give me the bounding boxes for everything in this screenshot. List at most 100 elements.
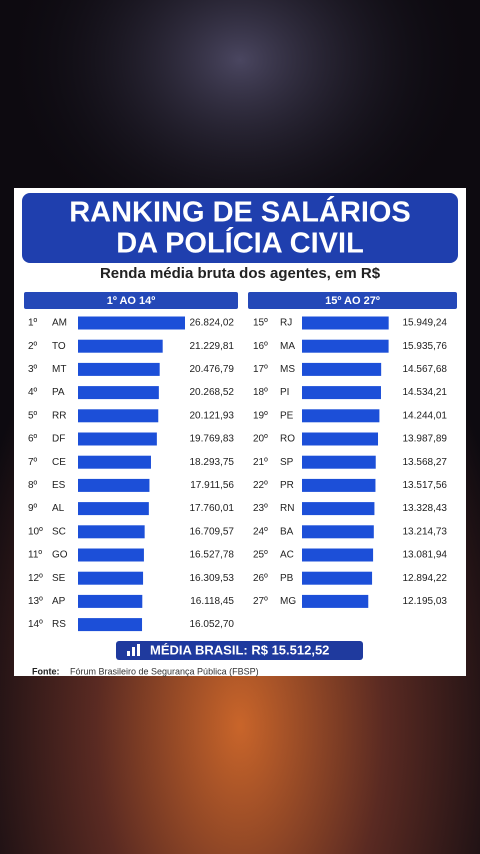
value-label: 20.268,52 xyxy=(190,387,235,398)
value-label: 12.195,03 xyxy=(403,596,448,607)
bar xyxy=(78,386,159,400)
bar xyxy=(78,478,150,492)
state: MG xyxy=(280,596,296,607)
rank: 21º xyxy=(253,457,268,468)
bar xyxy=(302,386,381,400)
value-label: 16.709,57 xyxy=(190,526,235,537)
value-label: 17.760,01 xyxy=(190,503,235,514)
rank: 23º xyxy=(253,503,268,514)
rank: 12º xyxy=(28,573,43,584)
bar xyxy=(78,571,144,585)
state: BA xyxy=(280,526,294,537)
value-label: 15.935,76 xyxy=(403,341,448,352)
value-label: 18.293,75 xyxy=(190,457,235,468)
panel-title: 15º AO 27º xyxy=(325,295,380,307)
state: GO xyxy=(52,550,68,561)
bar xyxy=(302,339,389,353)
bar xyxy=(78,618,143,632)
rank: 7º xyxy=(28,457,38,468)
state: SC xyxy=(52,526,66,537)
rank: 8º xyxy=(28,480,38,491)
value-label: 13.517,56 xyxy=(403,480,448,491)
bar xyxy=(302,432,379,446)
rank: 22º xyxy=(253,480,268,491)
state: PR xyxy=(280,480,294,491)
value-label: 13.214,73 xyxy=(403,526,448,537)
state: PA xyxy=(52,387,65,398)
value-label: 14.244,01 xyxy=(403,410,448,421)
rank: 4º xyxy=(28,387,38,398)
value-label: 15.949,24 xyxy=(403,318,448,329)
rank: 13º xyxy=(28,596,43,607)
bar xyxy=(78,409,159,423)
rank: 25º xyxy=(253,550,268,561)
value-label: 16.052,70 xyxy=(190,619,235,630)
rank: 24º xyxy=(253,526,268,537)
rank: 3º xyxy=(28,364,38,375)
state: CE xyxy=(52,457,66,468)
rank: 2º xyxy=(28,341,38,352)
value-label: 20.121,93 xyxy=(190,410,235,421)
value-label: 12.894,22 xyxy=(403,573,448,584)
value-label: 21.229,81 xyxy=(190,341,235,352)
bar xyxy=(78,455,151,469)
state: ES xyxy=(52,480,66,491)
rank: 10º xyxy=(28,526,43,537)
state: MA xyxy=(280,341,295,352)
rank: 17º xyxy=(253,364,268,375)
rank: 20º xyxy=(253,434,268,445)
rank: 19º xyxy=(253,410,268,421)
average-box xyxy=(116,641,363,660)
average: MÉDIA BRASIL: R$ 15.512,52 xyxy=(150,642,329,657)
state: PB xyxy=(280,573,294,584)
state: MT xyxy=(52,364,66,375)
panel-header xyxy=(248,292,457,309)
bar xyxy=(302,455,376,469)
bar-icon xyxy=(127,644,140,656)
state: RN xyxy=(280,503,294,514)
state: AC xyxy=(280,550,294,561)
state: SP xyxy=(280,457,294,468)
source: Fórum Brasileiro de Segurança Pública (F… xyxy=(70,666,259,676)
bar xyxy=(78,432,157,446)
title: DA POLÍCIA CIVIL xyxy=(116,226,364,260)
rank: 15º xyxy=(253,318,268,329)
rank: 14º xyxy=(28,619,43,630)
state: AL xyxy=(52,503,65,514)
state: AP xyxy=(52,596,66,607)
panel-title: 1º AO 14º xyxy=(107,295,156,307)
bar xyxy=(302,409,380,423)
bar xyxy=(78,502,149,516)
value-label: 14.534,21 xyxy=(403,387,448,398)
bar xyxy=(302,548,374,562)
rank: 18º xyxy=(253,387,268,398)
value-label: 19.769,83 xyxy=(190,434,235,445)
value-label: 26.824,02 xyxy=(190,318,235,329)
value-label: 13.987,89 xyxy=(403,434,448,445)
bar xyxy=(78,594,143,608)
bar xyxy=(78,339,163,353)
bar xyxy=(302,316,389,330)
rank: 1º xyxy=(28,318,38,329)
bar xyxy=(302,478,376,492)
bar xyxy=(78,362,160,376)
value-label: 16.118,45 xyxy=(190,596,234,607)
bar xyxy=(78,548,144,562)
title-box xyxy=(22,193,458,263)
value-label: 20.476,79 xyxy=(190,364,235,375)
rank: 11º xyxy=(28,550,42,561)
bar xyxy=(78,316,185,330)
value-label: 13.328,43 xyxy=(403,503,448,514)
card xyxy=(14,188,466,676)
state: TO xyxy=(52,341,66,352)
rank: 6º xyxy=(28,434,38,445)
state: PE xyxy=(280,410,294,421)
state: RR xyxy=(52,410,66,421)
state: DF xyxy=(52,434,65,445)
state: MS xyxy=(280,364,295,375)
rank: 26º xyxy=(253,573,268,584)
value-label: 13.568,27 xyxy=(403,457,448,468)
rank: 9º xyxy=(28,503,38,514)
